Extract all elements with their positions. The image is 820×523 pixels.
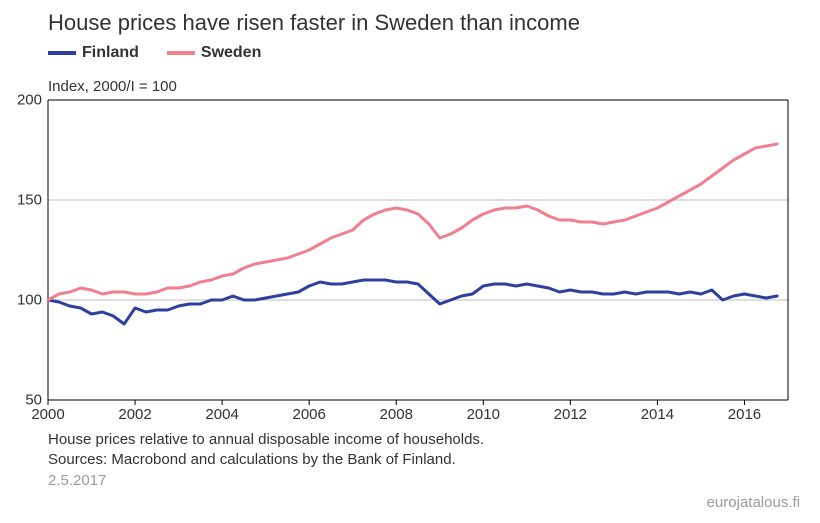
x-tick-label: 2012 <box>554 400 587 423</box>
y-tick-label: 200 <box>17 92 48 109</box>
legend-label-sweden: Sweden <box>201 44 261 62</box>
x-tick-label: 2002 <box>118 400 151 423</box>
footer-line2: Sources: Macrobond and calculations by t… <box>48 450 484 470</box>
series-finland <box>48 280 777 324</box>
x-tick-label: 2006 <box>292 400 325 423</box>
y-tick-label: 150 <box>17 192 48 209</box>
chart-subtitle: Index, 2000/I = 100 <box>48 78 177 95</box>
x-tick-label: 2016 <box>728 400 761 423</box>
footer-site: eurojatalous.fi <box>707 494 800 511</box>
series-sweden <box>48 144 777 300</box>
legend-item-sweden: Sweden <box>167 44 261 62</box>
x-tick-label: 2008 <box>380 400 413 423</box>
footer-line1: House prices relative to annual disposab… <box>48 430 484 450</box>
x-tick-label: 2000 <box>31 400 64 423</box>
plot-area: 5010015020020002002200420062008201020122… <box>48 100 788 400</box>
chart-title: House prices have risen faster in Sweden… <box>48 10 580 36</box>
x-tick-label: 2010 <box>467 400 500 423</box>
legend-item-finland: Finland <box>48 44 139 62</box>
y-tick-label: 100 <box>17 292 48 309</box>
legend-swatch-sweden <box>167 51 195 55</box>
footer-notes: House prices relative to annual disposab… <box>48 430 484 491</box>
legend-swatch-finland <box>48 51 76 55</box>
chart-container: House prices have risen faster in Sweden… <box>0 0 820 523</box>
plot-svg <box>48 100 788 400</box>
footer-date: 2.5.2017 <box>48 471 484 491</box>
x-tick-label: 2004 <box>205 400 238 423</box>
legend-label-finland: Finland <box>82 44 139 62</box>
legend: Finland Sweden <box>48 44 261 62</box>
x-tick-label: 2014 <box>641 400 674 423</box>
